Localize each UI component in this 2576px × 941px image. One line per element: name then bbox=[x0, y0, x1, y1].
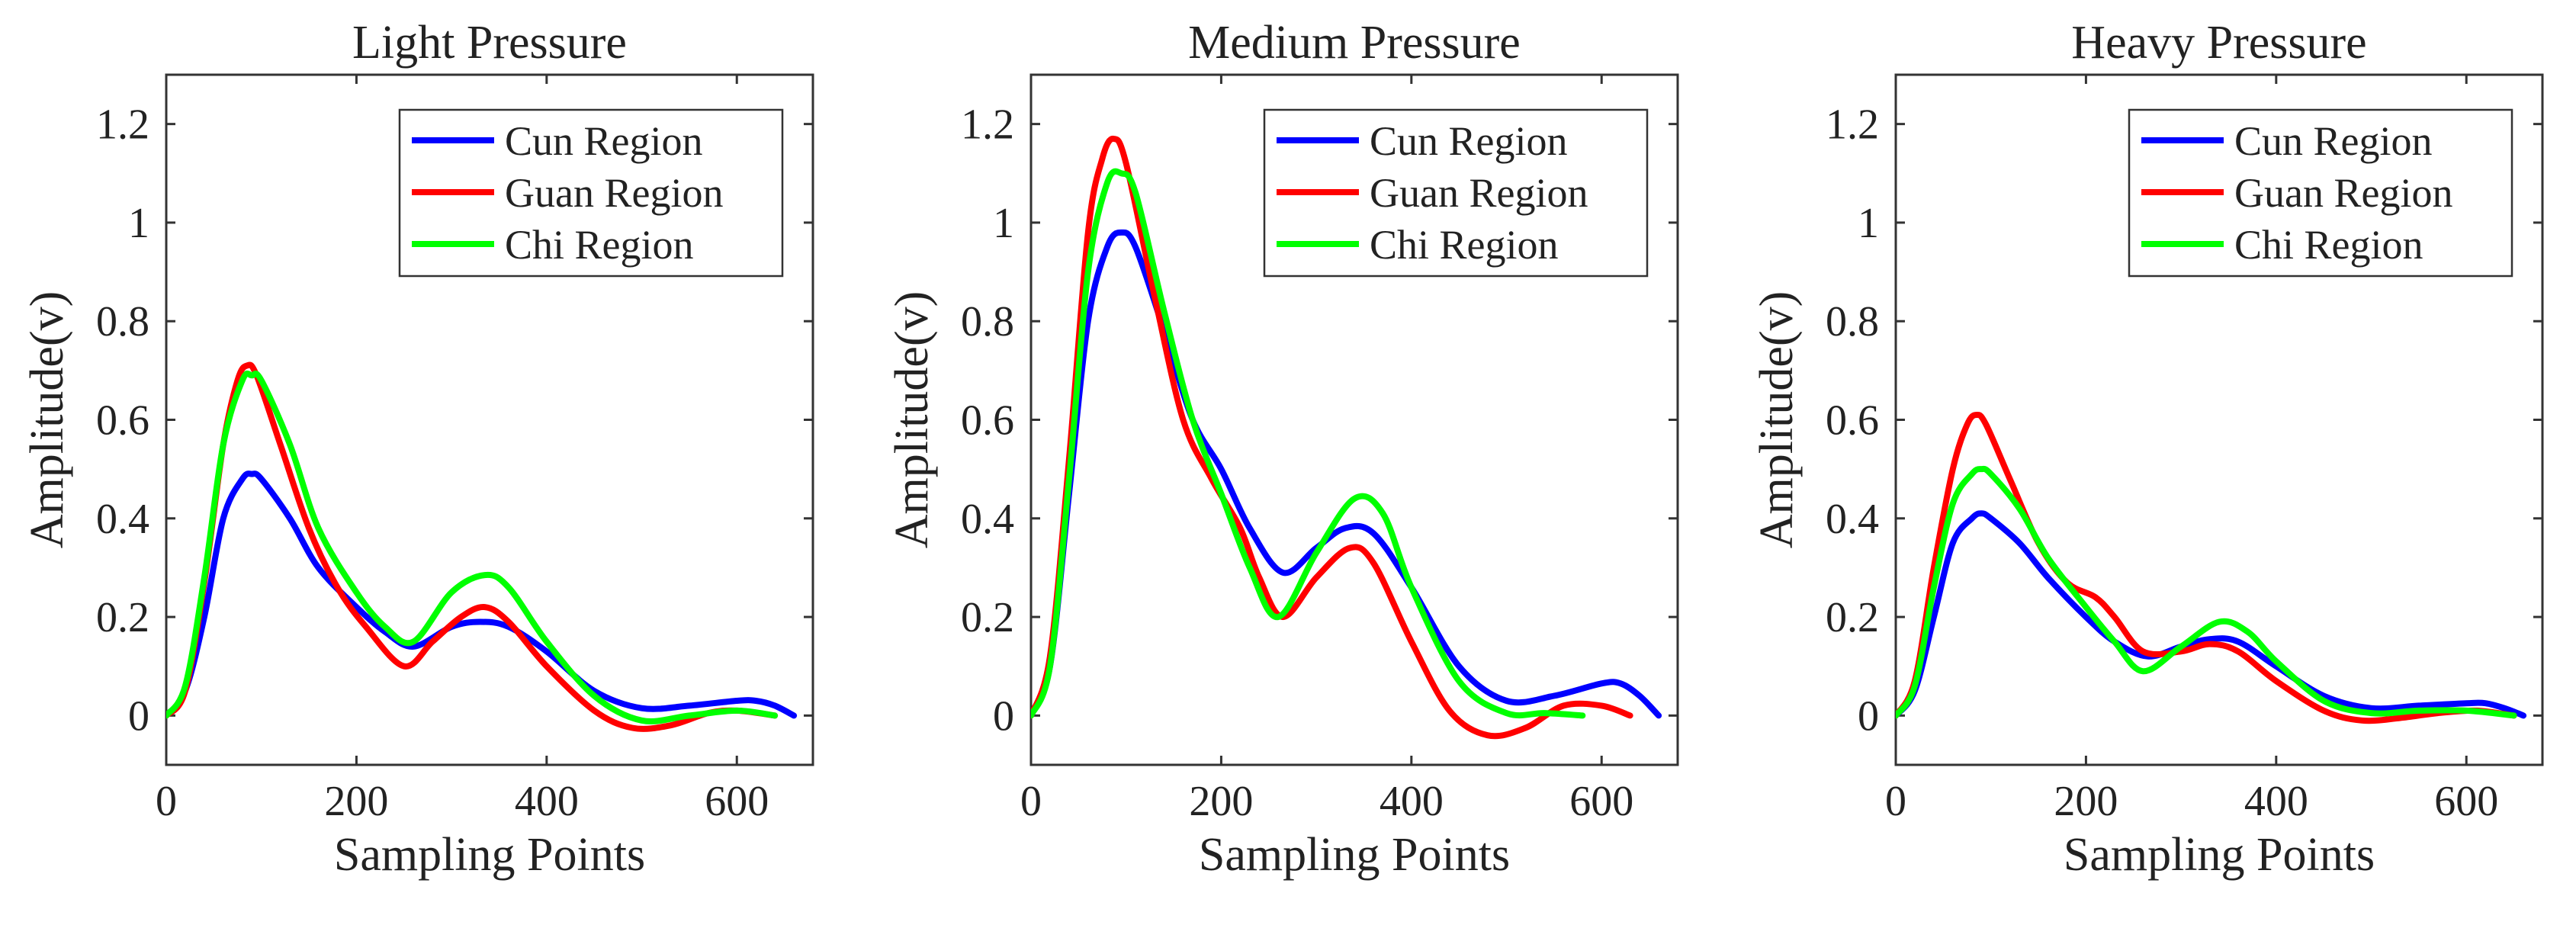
y-axis-label: Amplitude(v) bbox=[1751, 291, 1803, 549]
x-axis-label: Sampling Points bbox=[1199, 829, 1510, 881]
y-tick-label: 1.2 bbox=[961, 101, 1014, 149]
x-tick-label: 400 bbox=[2244, 778, 2308, 825]
series-lines bbox=[1031, 135, 1662, 740]
y-tick-label: 0.6 bbox=[961, 397, 1014, 445]
y-tick-label: 0.2 bbox=[961, 594, 1014, 641]
series-line-chi-region bbox=[1031, 168, 1586, 719]
y-axis-label: Amplitude(v) bbox=[21, 291, 73, 549]
y-tick-label: 0.8 bbox=[96, 298, 149, 345]
legend: Cun Region Guan Region Chi Region bbox=[1263, 108, 1649, 278]
series-line-chi-region bbox=[166, 370, 779, 724]
y-tick-label: 0 bbox=[1858, 692, 1879, 740]
x-tick-label: 600 bbox=[2434, 778, 2498, 825]
y-tick-label: 0.8 bbox=[961, 298, 1014, 345]
y-tick-label: 0.6 bbox=[96, 397, 149, 445]
chart-title: Light Pressure bbox=[352, 17, 627, 69]
chart-panel-3: Heavy Pressure 0 200 400 600 0 0.2 0.4 0.6 0.8 1 1.… bbox=[1751, 17, 2544, 881]
series-line-chi-region bbox=[1896, 465, 2517, 719]
x-tick-label: 600 bbox=[705, 778, 769, 825]
x-tick-label: 0 bbox=[1885, 778, 1906, 825]
y-tick-label: 0.4 bbox=[1826, 496, 1879, 543]
y-tick-label: 1.2 bbox=[96, 101, 149, 149]
legend: Cun Region Guan Region Chi Region bbox=[2128, 108, 2513, 278]
x-tick-label: 200 bbox=[2054, 778, 2118, 825]
y-tick-label: 0.2 bbox=[96, 594, 149, 641]
y-tick-label: 0.2 bbox=[1826, 594, 1879, 641]
legend: Cun Region Guan Region Chi Region bbox=[398, 108, 784, 278]
x-tick-label: 0 bbox=[1020, 778, 1042, 825]
legend-label: Chi Region bbox=[1370, 222, 1559, 268]
y-axis-label: Amplitude(v) bbox=[886, 291, 938, 549]
y-tick-label: 0.4 bbox=[961, 496, 1014, 543]
y-tick-label: 1 bbox=[993, 200, 1014, 247]
x-tick-label: 0 bbox=[156, 778, 177, 825]
legend-label: Chi Region bbox=[505, 222, 694, 268]
series-lines bbox=[166, 361, 798, 732]
series-line-cun-region bbox=[1896, 510, 2527, 719]
legend-label: Guan Region bbox=[505, 170, 723, 216]
legend-label: Guan Region bbox=[1370, 170, 1588, 216]
x-tick-label: 600 bbox=[1569, 778, 1633, 825]
x-tick-label: 200 bbox=[324, 778, 388, 825]
y-tick-label: 0.4 bbox=[96, 496, 149, 543]
x-tick-label: 400 bbox=[515, 778, 579, 825]
y-tick-label: 1.2 bbox=[1826, 101, 1879, 149]
x-axis-label: Sampling Points bbox=[2064, 829, 2375, 881]
series-line-cun-region bbox=[1031, 229, 1662, 719]
series-line-cun-region bbox=[166, 470, 798, 719]
legend-label: Chi Region bbox=[2234, 222, 2423, 268]
y-tick-label: 0 bbox=[128, 692, 149, 740]
chart-panel-1: Light Pressure 0 200 400 600 0 0.2 0.4 0.6 0.8 1 1.… bbox=[21, 17, 814, 881]
x-tick-label: 200 bbox=[1189, 778, 1253, 825]
legend-label: Cun Region bbox=[2234, 118, 2433, 164]
y-tick-label: 0 bbox=[993, 692, 1014, 740]
chart-title: Medium Pressure bbox=[1188, 17, 1521, 69]
legend-label: Cun Region bbox=[505, 118, 703, 164]
chart-panel-2: Medium Pressure 0 200 400 600 0 0.2 0.4 0.6 0.8 1 1… bbox=[886, 17, 1679, 881]
chart-title: Heavy Pressure bbox=[2071, 17, 2366, 69]
y-tick-label: 0.6 bbox=[1826, 397, 1879, 445]
y-tick-label: 0.8 bbox=[1826, 298, 1879, 345]
series-line-guan-region bbox=[1896, 411, 2517, 724]
y-tick-label: 1 bbox=[128, 200, 149, 247]
x-tick-label: 400 bbox=[1380, 778, 1444, 825]
y-tick-label: 1 bbox=[1858, 200, 1879, 247]
series-line-guan-region bbox=[1031, 135, 1633, 740]
series-lines bbox=[1896, 411, 2527, 724]
x-axis-label: Sampling Points bbox=[334, 829, 645, 881]
legend-label: Guan Region bbox=[2234, 170, 2452, 216]
legend-label: Cun Region bbox=[1370, 118, 1568, 164]
series-line-guan-region bbox=[166, 361, 779, 732]
